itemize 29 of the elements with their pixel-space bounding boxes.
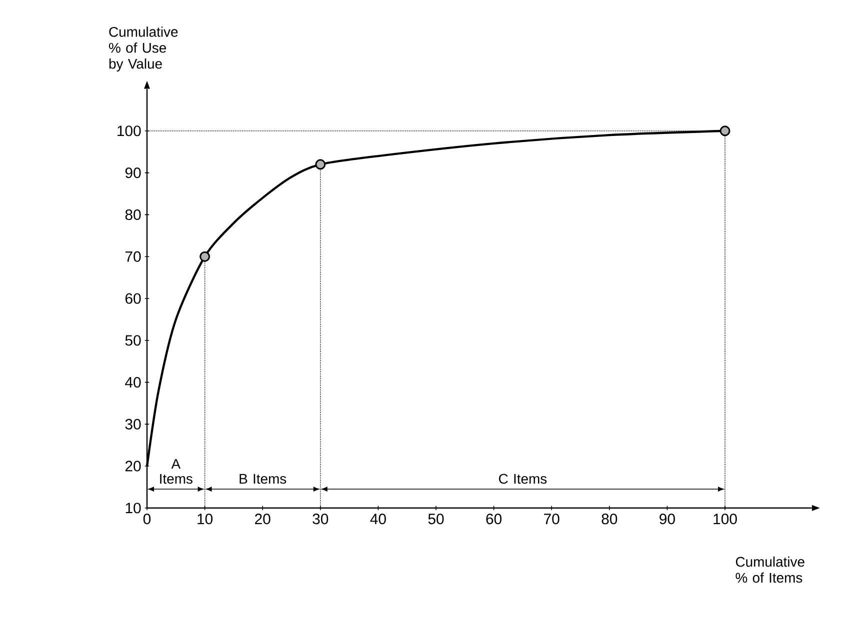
x-tick-label: 60 [486, 514, 502, 524]
point [720, 126, 730, 136]
y-tick-label: 50 [125, 335, 141, 346]
y-axis-title: Cumulative % of Use by Value [109, 26, 178, 72]
y-tick-label: 80 [125, 209, 141, 220]
y-tick-label: 40 [125, 377, 141, 388]
x-tick-label: 90 [660, 514, 675, 524]
x-tick-label: 100 [714, 514, 737, 524]
x-tick-label: 10 [198, 514, 213, 524]
y-tick-label: 70 [126, 251, 141, 262]
x-tick-label: 50 [428, 514, 444, 524]
x-tick-label: 40 [370, 514, 386, 524]
annotation: A Items [160, 459, 192, 484]
x-tick-label: 30 [312, 514, 328, 524]
x-axis-title: Cumulative % of Items [736, 556, 804, 583]
y-tick-label: 20 [125, 460, 141, 472]
y-tick-label: 60 [126, 293, 141, 304]
annotation: C Items [498, 474, 547, 484]
x-tick-label: 20 [255, 514, 270, 524]
point [315, 159, 326, 170]
y-tick-label: 90 [125, 168, 141, 178]
point [200, 251, 210, 262]
y-tick-label: 30 [125, 418, 141, 430]
x-tick-label: 0 [143, 514, 151, 524]
x-tick-label: 70 [544, 514, 560, 524]
y-tick-label: 100 [118, 126, 141, 136]
y-tick-label: 10 [126, 502, 141, 514]
annotation: B Items [240, 474, 286, 484]
x-tick-label: 80 [602, 514, 618, 524]
